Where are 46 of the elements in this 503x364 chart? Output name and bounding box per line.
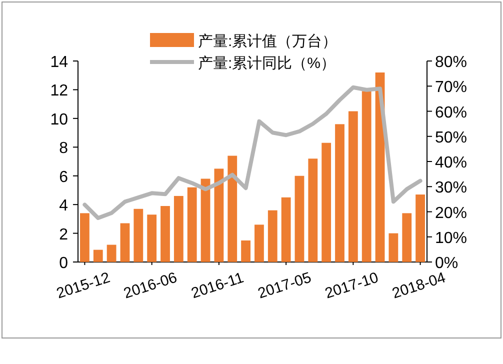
y-tick-label: 12 <box>50 82 68 100</box>
bar <box>388 233 398 262</box>
bar <box>120 223 130 262</box>
y2-tick-label: 50% <box>435 129 468 146</box>
y-tick-label: 10 <box>50 111 68 128</box>
bar <box>160 206 170 262</box>
line-series <box>82 85 422 220</box>
legend-label: 产量:累计同比（%） <box>198 55 336 72</box>
x-tick-label: 2016-11 <box>189 269 246 302</box>
y-tick-label: 6 <box>59 168 68 186</box>
y2-tick-label: 0% <box>435 255 458 272</box>
bar <box>80 213 90 262</box>
bar <box>187 187 197 262</box>
legend-label: 产量:累计值（万台） <box>198 33 338 50</box>
bar <box>402 213 412 262</box>
y-tick-label: 8 <box>59 140 68 158</box>
bar <box>348 111 358 262</box>
bar <box>228 156 238 262</box>
bar <box>134 208 144 262</box>
bar <box>241 240 250 262</box>
bar <box>214 168 224 262</box>
y-tick-label: 0 <box>59 255 68 272</box>
y2-tick-label: 30% <box>435 180 468 197</box>
y2-tick-label: 40% <box>435 154 468 172</box>
bar <box>268 210 278 262</box>
y2-tick-label: 10% <box>435 230 468 247</box>
bar <box>294 176 304 262</box>
bar <box>335 124 344 262</box>
y-tick-label: 2 <box>59 226 68 244</box>
y2-tick-label: 70% <box>435 79 468 96</box>
y2-tick-label: 20% <box>435 204 468 222</box>
bar <box>106 244 116 262</box>
bar <box>147 214 157 262</box>
bar <box>254 224 264 262</box>
bar <box>322 142 332 262</box>
y-tick-label: 14 <box>50 54 68 71</box>
bar <box>200 178 210 262</box>
y-tick-label: 4 <box>59 198 68 215</box>
y2-tick-label: 80% <box>435 54 468 71</box>
bar <box>174 196 184 262</box>
bar <box>308 158 318 262</box>
bar <box>362 91 372 262</box>
bar <box>93 250 103 262</box>
y2-tick-label: 60% <box>435 104 468 122</box>
bar <box>416 194 425 262</box>
bar <box>281 197 291 262</box>
